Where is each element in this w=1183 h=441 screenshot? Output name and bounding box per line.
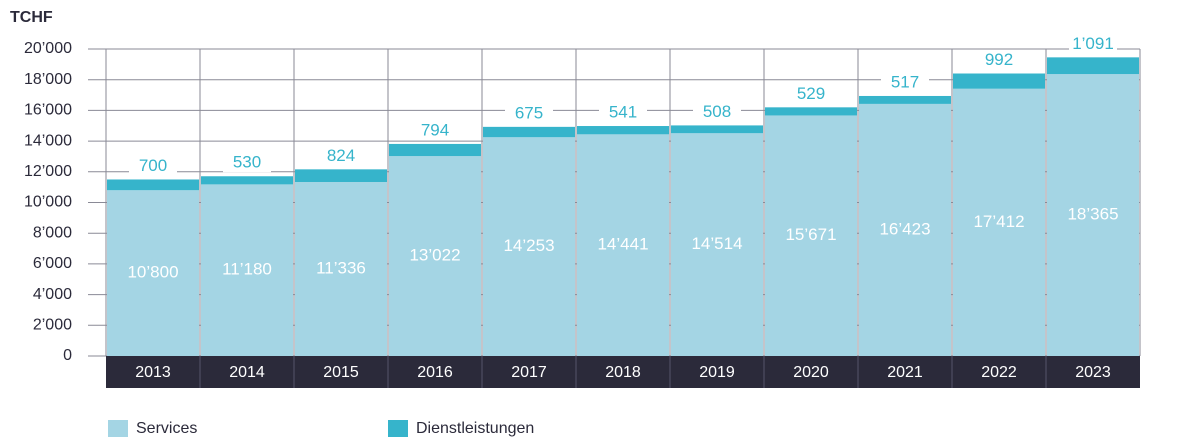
label-bg bbox=[693, 103, 741, 122]
bar-segment bbox=[107, 179, 199, 191]
label-bg bbox=[975, 51, 1023, 70]
y-tick-label: 6’000 bbox=[33, 255, 72, 272]
y-tick-label: 20’000 bbox=[24, 40, 72, 57]
value-label: 13’022 bbox=[409, 246, 460, 265]
bar-segment bbox=[953, 88, 1045, 356]
value-label: 1’091 bbox=[1072, 34, 1114, 53]
label-bg bbox=[1069, 35, 1117, 54]
y-tick-label: 14’000 bbox=[24, 132, 72, 149]
value-label: 794 bbox=[421, 120, 449, 139]
label-bg bbox=[787, 85, 835, 104]
legend-label: Dienstleistungen bbox=[416, 420, 534, 437]
bar-segment bbox=[201, 176, 293, 185]
x-tick-label: 2021 bbox=[887, 364, 923, 381]
label-bg bbox=[599, 104, 647, 123]
x-tick-label: 2023 bbox=[1075, 364, 1111, 381]
label-bg bbox=[317, 147, 365, 166]
bar-segment bbox=[859, 103, 951, 356]
bar-segment bbox=[201, 184, 293, 356]
value-label: 17’412 bbox=[973, 212, 1024, 231]
bar-segment bbox=[671, 133, 763, 356]
value-label: 517 bbox=[891, 72, 919, 91]
value-label: 508 bbox=[703, 102, 731, 121]
label-bg bbox=[129, 157, 177, 176]
value-label: 675 bbox=[515, 103, 543, 122]
bar-segment bbox=[1047, 74, 1139, 356]
x-tick-label: 2013 bbox=[135, 364, 171, 381]
label-bg bbox=[411, 121, 459, 140]
value-label: 530 bbox=[233, 153, 261, 172]
y-tick-label: 4’000 bbox=[33, 286, 72, 303]
value-label: 15’671 bbox=[785, 225, 836, 244]
x-tick-label: 2017 bbox=[511, 364, 547, 381]
value-label: 14’253 bbox=[503, 236, 554, 255]
value-label: 700 bbox=[139, 156, 167, 175]
bar-segment bbox=[577, 126, 669, 135]
x-tick-label: 2022 bbox=[981, 364, 1017, 381]
bar-segment bbox=[859, 95, 951, 104]
bar-segment bbox=[483, 137, 575, 356]
y-tick-label: 16’000 bbox=[24, 102, 72, 119]
bar-segment bbox=[295, 181, 387, 356]
y-tick-label: 2’000 bbox=[33, 317, 72, 334]
y-tick-label: 8’000 bbox=[33, 224, 72, 241]
value-label: 16’423 bbox=[879, 219, 930, 238]
bar-segment bbox=[765, 107, 857, 116]
value-label: 10’800 bbox=[127, 263, 178, 282]
y-axis-label: TCHF bbox=[10, 9, 53, 26]
bar-segment bbox=[389, 156, 481, 356]
label-bg bbox=[223, 154, 271, 173]
x-tick-label: 2015 bbox=[323, 364, 359, 381]
y-tick-label: 18’000 bbox=[24, 71, 72, 88]
bar-segment bbox=[389, 143, 481, 157]
bar-segment bbox=[765, 115, 857, 356]
bar-segment bbox=[1047, 57, 1139, 75]
y-tick-label: 10’000 bbox=[24, 194, 72, 211]
value-label: 11’180 bbox=[222, 260, 272, 279]
x-axis-band bbox=[106, 356, 1140, 388]
value-label: 541 bbox=[609, 103, 637, 122]
value-label: 824 bbox=[327, 146, 355, 165]
y-tick-label: 0 bbox=[63, 347, 72, 364]
x-tick-label: 2020 bbox=[793, 364, 829, 381]
value-label: 11’336 bbox=[316, 258, 366, 277]
legend-label: Services bbox=[136, 420, 197, 437]
value-label: 18’365 bbox=[1067, 205, 1118, 224]
bar-segment bbox=[671, 125, 763, 134]
legend-swatch bbox=[388, 420, 408, 437]
value-label: 14’514 bbox=[691, 234, 742, 253]
value-label: 992 bbox=[985, 50, 1013, 69]
bar-segment bbox=[295, 169, 387, 182]
value-label: 14’441 bbox=[597, 235, 648, 254]
bar-segment bbox=[107, 190, 199, 356]
legend-swatch bbox=[108, 420, 128, 437]
x-tick-label: 2018 bbox=[605, 364, 641, 381]
bar-segment bbox=[483, 126, 575, 138]
y-tick-label: 12’000 bbox=[24, 163, 72, 180]
x-tick-label: 2014 bbox=[229, 364, 265, 381]
bar-segment bbox=[953, 73, 1045, 89]
x-tick-label: 2019 bbox=[699, 364, 735, 381]
label-bg bbox=[881, 73, 929, 92]
bar-segment bbox=[577, 134, 669, 356]
label-bg bbox=[505, 104, 553, 123]
value-label: 529 bbox=[797, 84, 825, 103]
x-tick-label: 2016 bbox=[417, 364, 453, 381]
